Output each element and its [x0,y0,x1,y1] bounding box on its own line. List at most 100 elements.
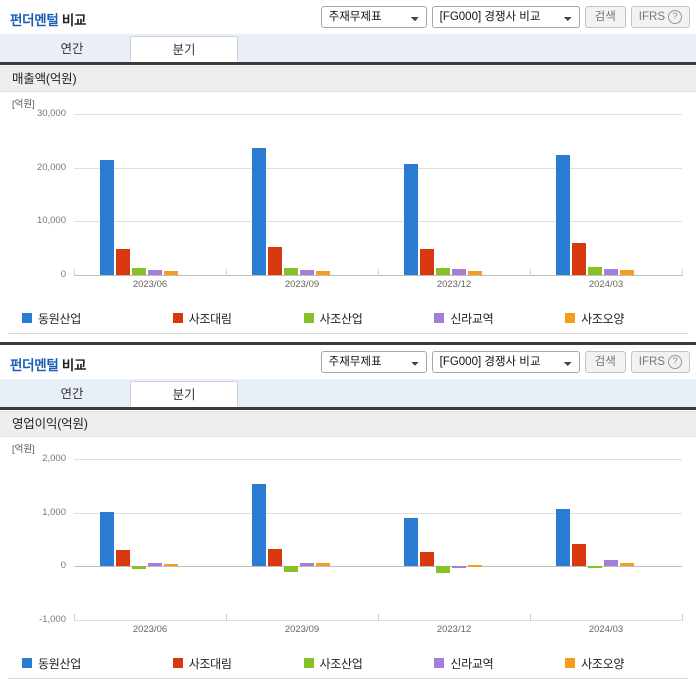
tab-annual[interactable]: 연간 [18,36,126,62]
axis-tick [530,614,531,621]
gridline [74,221,682,223]
bar [620,270,634,275]
x-axis-label: 2023/09 [284,279,320,290]
bar [284,268,298,275]
gridline [74,114,682,115]
bar [620,562,634,567]
y-axis-label: 30,000 [36,108,66,119]
tab-quarterly[interactable]: 분기 [130,36,238,62]
gridline [74,459,682,460]
ifrs-button[interactable]: IFRS? [630,6,690,28]
axis-tick [378,614,379,621]
bar [436,566,450,574]
legend-item: 신라교역 [434,653,565,673]
bar [468,270,482,275]
bar [404,518,418,567]
page-title: 펀더멘털 비교 [10,9,86,29]
axis-tick [378,269,379,276]
search-button[interactable]: 검색 [584,6,626,28]
page-title-rest: 비교 [58,13,87,28]
y-axis-label: 0 [60,560,66,572]
y-axis-unit: [억원] [12,99,35,110]
x-axis-label: 2023/12 [436,624,472,635]
legend-item: 동원산업 [0,308,173,328]
fundamental-compare-panel: 펀더멘털 비교 주재무제표연결재무제표별도재무제표 [FG000] 경쟁사 비교… [0,345,696,687]
compare-select[interactable]: [FG000] 경쟁사 비교 [431,6,580,28]
axis-tick [682,269,683,276]
panel-header: 펀더멘털 비교 주재무제표연결재무제표별도재무제표 [FG000] 경쟁사 비교… [0,345,696,379]
bar [420,248,434,275]
bar [268,548,282,567]
bar [148,563,162,567]
compare-select[interactable]: [FG000] 경쟁사 비교 [431,351,580,373]
legend-label: 사조대림 [188,656,232,671]
bar [420,552,434,567]
axis-tick [74,614,75,621]
legend-swatch-icon [303,658,314,668]
tab-quarterly[interactable]: 분기 [130,381,238,407]
bar [452,566,466,569]
bar [164,563,178,567]
bar [588,266,602,275]
tab-bottom-rule [0,62,696,65]
gridline [74,167,682,169]
legend-swatch-icon [565,658,576,668]
legend-swatch-icon [22,313,32,323]
legend-label: 동원산업 [38,656,81,671]
legend-swatch-icon [434,658,445,668]
axis-tick [226,614,227,621]
legend-item: 사조산업 [303,308,435,328]
bar [436,267,450,275]
bar [556,155,570,275]
bar [300,563,314,567]
bar [100,512,114,567]
chart-plot-area: [억원] 0 10,000 20,000 30,000 2023/06 2023/09 20… [0,92,696,306]
chart-legend: 동원산업 사조대림 사조산업 신라교역 사조오양 [0,653,696,673]
page-title-rest: 비교 [58,358,87,373]
legend-item: 사조대림 [172,653,304,673]
statement-select[interactable]: 주재무제표연결재무제표별도재무제표 [320,351,427,373]
legend-swatch-icon [565,313,576,323]
legend-swatch-icon [303,313,314,323]
chart-title: 매출액(억원) [0,66,696,92]
legend-item: 신라교역 [434,308,565,328]
statement-select[interactable]: 주재무제표연결재무제표별도재무제표 [320,6,427,28]
chart-plot-area: [억원] -1,000 0 1,000 2,000 2023/06 2023/09 2023… [0,437,696,651]
y-axis-label: 20,000 [36,161,66,173]
bar [556,508,570,567]
page-title-strong: 펀더멘털 [10,13,59,28]
y-axis-unit: [억원] [12,444,35,455]
y-axis-label: 0 [60,269,66,280]
legend-item: 사조오양 [565,308,696,328]
legend-item: 사조오양 [565,653,696,673]
x-axis-label: 2023/12 [436,279,472,290]
bar [316,563,330,567]
chart-title: 영업이익(억원) [0,411,696,437]
tab-bar: 연간 분기 [0,379,696,410]
header-controls: 주재무제표연결재무제표별도재무제표 [FG000] 경쟁사 비교 검색 IFRS… [320,6,690,28]
y-axis-label: 10,000 [36,215,66,227]
tab-bottom-rule [0,407,696,410]
bar [604,559,618,567]
bar [132,566,146,569]
bar [116,549,130,567]
legend-label: 사조대림 [188,311,232,326]
bar [100,159,114,275]
legend-label: 사조오양 [581,311,625,326]
bar [252,148,266,275]
y-axis-label: 2,000 [42,453,66,464]
page-title-strong: 펀더멘털 [10,358,59,373]
bar [164,270,178,275]
bar [572,543,586,567]
legend-swatch-icon [172,313,183,323]
bar [468,565,482,568]
bar [132,267,146,275]
search-button[interactable]: 검색 [584,351,626,373]
legend-item: 사조대림 [172,308,304,328]
bar [268,246,282,275]
tab-annual[interactable]: 연간 [18,381,126,407]
ifrs-label: IFRS [638,356,665,368]
question-mark-icon: ? [668,10,682,24]
legend-swatch-icon [434,313,445,323]
ifrs-button[interactable]: IFRS? [630,351,690,373]
